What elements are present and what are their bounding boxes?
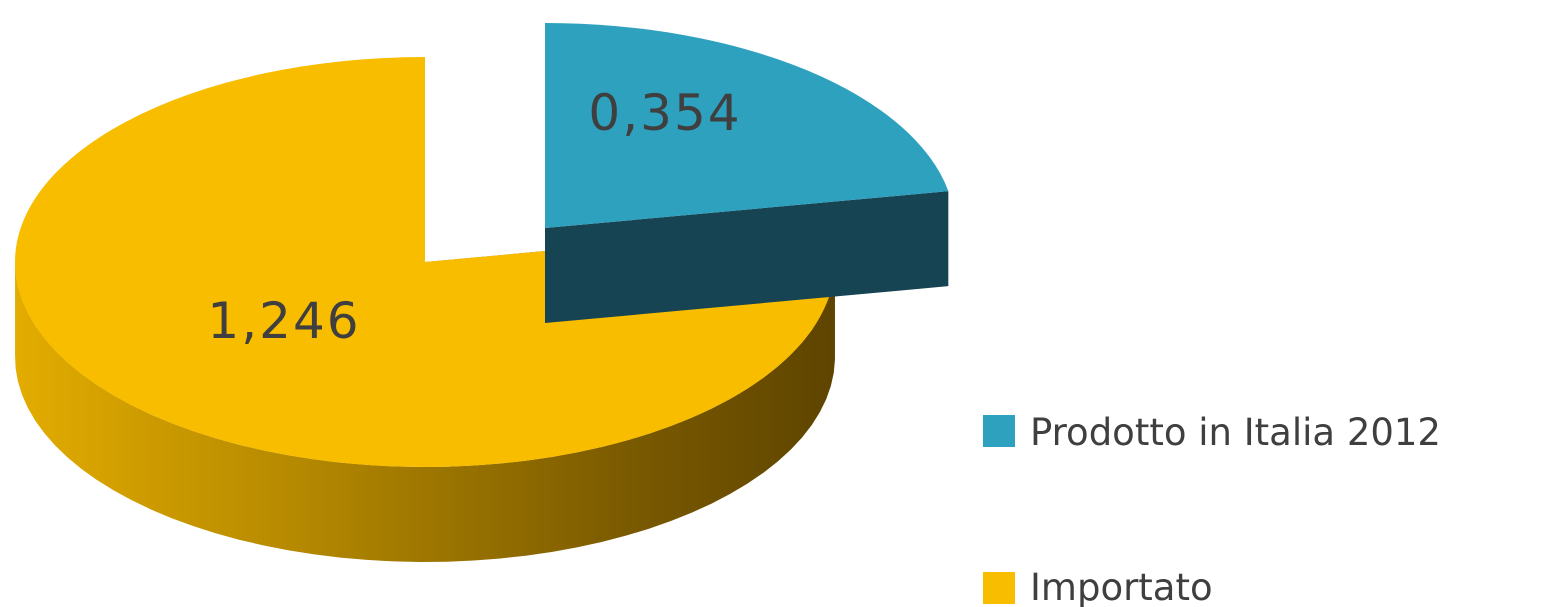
legend: Prodotto in Italia 2012 Importato xyxy=(983,411,1441,607)
pie-slice-top xyxy=(545,23,949,228)
legend-swatch-prodotto xyxy=(983,415,1015,447)
legend-label-importato: Importato xyxy=(1030,566,1213,607)
pie-slice-prodotto xyxy=(545,23,949,323)
data-label-importato: 1,246 xyxy=(207,292,360,350)
pie-slice-top xyxy=(14,57,835,467)
data-label-prodotto: 0,354 xyxy=(588,84,741,142)
pie-slice-side xyxy=(15,259,835,562)
legend-swatch-importato xyxy=(983,572,1015,604)
legend-label-prodotto: Prodotto in Italia 2012 xyxy=(1030,411,1441,454)
pie-slices xyxy=(14,23,949,562)
pie-slice-cut-wall xyxy=(545,191,949,323)
